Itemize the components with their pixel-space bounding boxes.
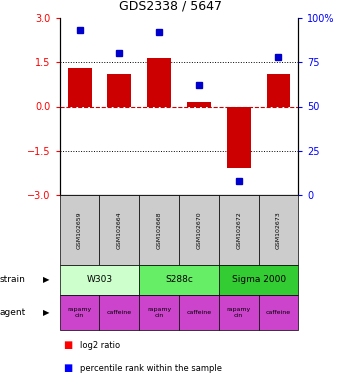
Text: GSM102673: GSM102673	[276, 211, 281, 249]
Text: percentile rank within the sample: percentile rank within the sample	[80, 364, 222, 373]
Text: agent: agent	[0, 308, 26, 317]
Text: rapamy
cin: rapamy cin	[147, 307, 171, 318]
Bar	[187, 102, 211, 106]
Bar	[147, 58, 171, 106]
Bar	[107, 74, 131, 106]
Text: ■: ■	[63, 340, 72, 350]
Text: GSM102668: GSM102668	[157, 211, 162, 249]
Text: GSM102659: GSM102659	[77, 211, 82, 249]
Text: caffeine: caffeine	[107, 310, 132, 315]
Text: rapamy
cin: rapamy cin	[226, 307, 251, 318]
Text: ▶: ▶	[43, 275, 49, 285]
Bar	[227, 106, 251, 169]
Text: rapamy
cin: rapamy cin	[68, 307, 92, 318]
Text: caffeine: caffeine	[186, 310, 211, 315]
Text: log2 ratio: log2 ratio	[80, 341, 120, 350]
Text: GSM102664: GSM102664	[117, 211, 122, 249]
Text: W303: W303	[86, 275, 113, 285]
Text: GDS2338 / 5647: GDS2338 / 5647	[119, 0, 222, 12]
Text: GSM102670: GSM102670	[196, 211, 202, 249]
Text: strain: strain	[0, 275, 26, 285]
Bar	[68, 68, 91, 106]
Text: S288c: S288c	[165, 275, 193, 285]
Text: ▶: ▶	[43, 308, 49, 317]
Bar	[267, 74, 291, 106]
Text: caffeine: caffeine	[266, 310, 291, 315]
Text: Sigma 2000: Sigma 2000	[232, 275, 286, 285]
Text: ■: ■	[63, 363, 72, 373]
Text: GSM102672: GSM102672	[236, 211, 241, 249]
